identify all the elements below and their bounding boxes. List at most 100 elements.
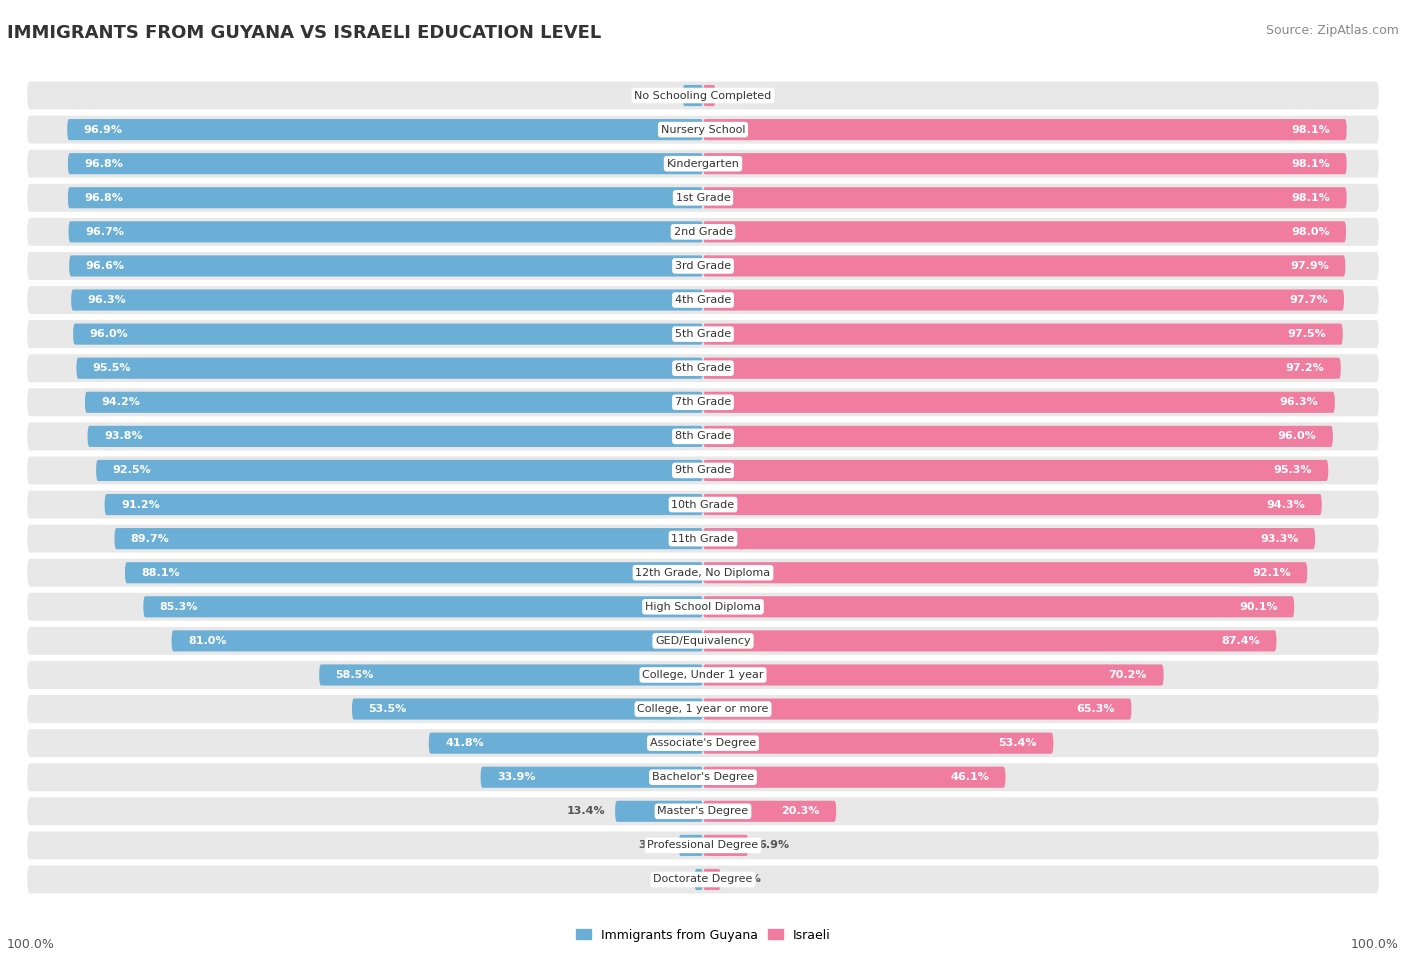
FancyBboxPatch shape [104, 494, 703, 515]
Text: Bachelor's Degree: Bachelor's Degree [652, 772, 754, 782]
FancyBboxPatch shape [27, 456, 1379, 485]
Text: College, Under 1 year: College, Under 1 year [643, 670, 763, 680]
Text: 95.5%: 95.5% [93, 364, 131, 373]
Text: 94.3%: 94.3% [1267, 499, 1305, 510]
Text: Associate's Degree: Associate's Degree [650, 738, 756, 748]
FancyBboxPatch shape [27, 627, 1379, 655]
Text: 92.1%: 92.1% [1253, 567, 1291, 578]
Text: 93.3%: 93.3% [1260, 533, 1299, 544]
Text: Doctorate Degree: Doctorate Degree [654, 875, 752, 884]
FancyBboxPatch shape [703, 392, 1334, 412]
FancyBboxPatch shape [703, 597, 1294, 617]
FancyBboxPatch shape [352, 698, 703, 720]
FancyBboxPatch shape [27, 798, 1379, 825]
FancyBboxPatch shape [703, 358, 1341, 378]
FancyBboxPatch shape [703, 290, 1344, 311]
Text: 53.5%: 53.5% [368, 704, 406, 714]
FancyBboxPatch shape [703, 255, 1346, 277]
FancyBboxPatch shape [703, 835, 748, 856]
Text: 1st Grade: 1st Grade [676, 193, 730, 203]
Legend: Immigrants from Guyana, Israeli: Immigrants from Guyana, Israeli [571, 923, 835, 947]
FancyBboxPatch shape [27, 866, 1379, 893]
Text: 1.9%: 1.9% [725, 91, 756, 100]
Text: 65.3%: 65.3% [1077, 704, 1115, 714]
Text: 6th Grade: 6th Grade [675, 364, 731, 373]
Text: 96.0%: 96.0% [1278, 431, 1316, 442]
Text: 96.0%: 96.0% [90, 330, 128, 339]
Text: 3rd Grade: 3rd Grade [675, 261, 731, 271]
Text: 70.2%: 70.2% [1109, 670, 1147, 680]
FancyBboxPatch shape [27, 354, 1379, 382]
FancyBboxPatch shape [703, 800, 837, 822]
FancyBboxPatch shape [27, 525, 1379, 553]
FancyBboxPatch shape [27, 82, 1379, 109]
FancyBboxPatch shape [27, 661, 1379, 689]
FancyBboxPatch shape [481, 766, 703, 788]
Text: 4th Grade: 4th Grade [675, 295, 731, 305]
FancyBboxPatch shape [703, 732, 1053, 754]
FancyBboxPatch shape [703, 869, 721, 890]
Text: 98.1%: 98.1% [1292, 125, 1330, 135]
FancyBboxPatch shape [27, 116, 1379, 143]
FancyBboxPatch shape [614, 800, 703, 822]
Text: 53.4%: 53.4% [998, 738, 1038, 748]
Text: Source: ZipAtlas.com: Source: ZipAtlas.com [1265, 24, 1399, 37]
Text: 97.9%: 97.9% [1291, 261, 1329, 271]
FancyBboxPatch shape [703, 460, 1329, 481]
Text: 3.1%: 3.1% [643, 91, 673, 100]
Text: 100.0%: 100.0% [7, 938, 55, 951]
FancyBboxPatch shape [703, 187, 1347, 209]
FancyBboxPatch shape [27, 320, 1379, 348]
Text: 96.8%: 96.8% [84, 193, 124, 203]
FancyBboxPatch shape [703, 153, 1347, 175]
FancyBboxPatch shape [67, 153, 703, 175]
Text: Professional Degree: Professional Degree [647, 840, 759, 850]
Text: 96.6%: 96.6% [86, 261, 125, 271]
Text: 98.0%: 98.0% [1291, 227, 1330, 237]
FancyBboxPatch shape [703, 698, 1132, 720]
FancyBboxPatch shape [72, 290, 703, 311]
FancyBboxPatch shape [429, 732, 703, 754]
Text: 94.2%: 94.2% [101, 397, 141, 408]
Text: 2nd Grade: 2nd Grade [673, 227, 733, 237]
Text: 2.7%: 2.7% [731, 875, 762, 884]
FancyBboxPatch shape [27, 217, 1379, 246]
Text: 97.2%: 97.2% [1285, 364, 1324, 373]
FancyBboxPatch shape [703, 494, 1322, 515]
FancyBboxPatch shape [27, 422, 1379, 450]
FancyBboxPatch shape [27, 388, 1379, 416]
FancyBboxPatch shape [27, 286, 1379, 314]
FancyBboxPatch shape [87, 426, 703, 447]
Text: 85.3%: 85.3% [160, 602, 198, 611]
Text: 46.1%: 46.1% [950, 772, 988, 782]
Text: 8th Grade: 8th Grade [675, 431, 731, 442]
FancyBboxPatch shape [695, 869, 703, 890]
Text: Master's Degree: Master's Degree [658, 806, 748, 816]
FancyBboxPatch shape [67, 187, 703, 209]
Text: 97.5%: 97.5% [1288, 330, 1326, 339]
FancyBboxPatch shape [69, 255, 703, 277]
FancyBboxPatch shape [319, 664, 703, 685]
FancyBboxPatch shape [114, 528, 703, 549]
Text: 33.9%: 33.9% [496, 772, 536, 782]
FancyBboxPatch shape [703, 664, 1164, 685]
FancyBboxPatch shape [703, 324, 1343, 345]
Text: 11th Grade: 11th Grade [672, 533, 734, 544]
Text: 89.7%: 89.7% [131, 533, 170, 544]
FancyBboxPatch shape [27, 763, 1379, 791]
Text: GED/Equivalency: GED/Equivalency [655, 636, 751, 645]
FancyBboxPatch shape [703, 426, 1333, 447]
Text: College, 1 year or more: College, 1 year or more [637, 704, 769, 714]
Text: 41.8%: 41.8% [446, 738, 484, 748]
Text: 96.8%: 96.8% [84, 159, 124, 169]
FancyBboxPatch shape [27, 729, 1379, 758]
FancyBboxPatch shape [69, 221, 703, 243]
Text: 81.0%: 81.0% [188, 636, 226, 645]
FancyBboxPatch shape [143, 597, 703, 617]
FancyBboxPatch shape [125, 563, 703, 583]
Text: 98.1%: 98.1% [1292, 193, 1330, 203]
Text: Kindergarten: Kindergarten [666, 159, 740, 169]
FancyBboxPatch shape [683, 85, 703, 106]
Text: 1.3%: 1.3% [654, 875, 685, 884]
Text: 92.5%: 92.5% [112, 465, 150, 476]
